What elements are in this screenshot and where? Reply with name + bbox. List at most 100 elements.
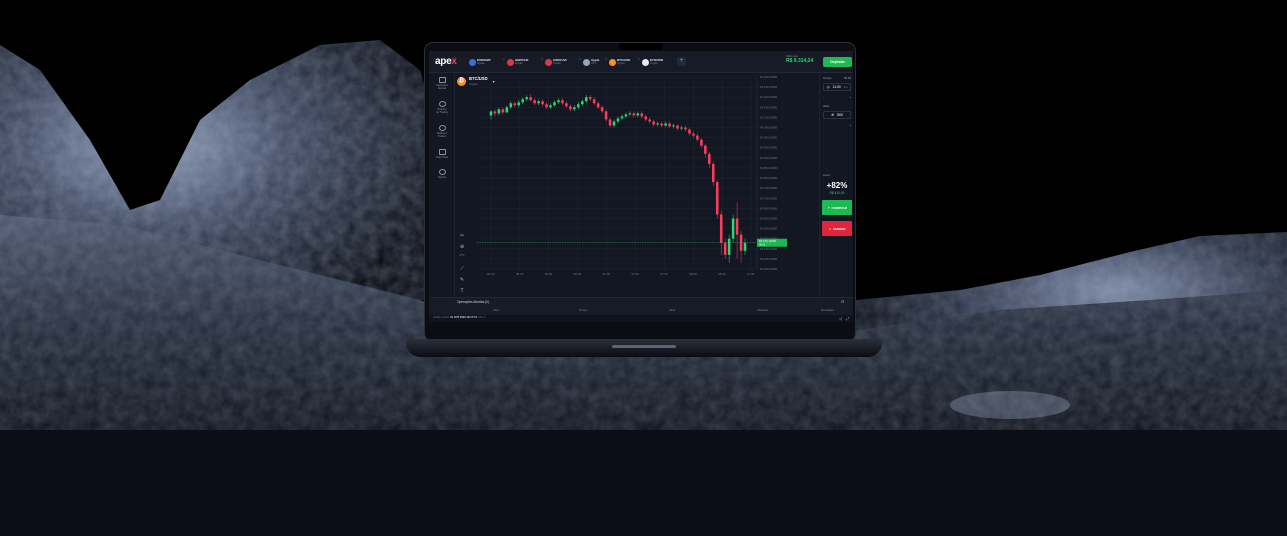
candle-body [672, 125, 675, 127]
candle-body [565, 103, 568, 107]
balance[interactable]: Saldo real R$ 9.314,24 [786, 55, 813, 64]
crosshair-tool-icon[interactable]: ⊕ [459, 244, 465, 250]
column-header: Abertura [757, 308, 768, 312]
candle-body [692, 133, 695, 136]
volume-icon[interactable]: ◁ [839, 316, 843, 321]
y-tick-label: 64.150,00000 [760, 105, 778, 109]
candle-body [632, 113, 636, 116]
y-tick-label: 63.950,00000 [760, 146, 778, 150]
candle-body [731, 218, 735, 239]
status-bar: HORA LOCAL 01 OUT 2023 18:17:01 UTC-3 ◁ … [429, 315, 853, 322]
nav-copy-trade[interactable]: Copy Trade [430, 149, 454, 159]
candle-body [596, 103, 600, 108]
apex-logo[interactable]: apex [435, 56, 457, 67]
candle-body [537, 101, 540, 104]
y-tick-label: 63.650,00000 [760, 206, 778, 210]
x-tick-label: 08:00 [689, 272, 697, 276]
close-icon[interactable]: × [638, 57, 640, 61]
expiry-unit: 1m [843, 85, 848, 89]
asset-tab-ethusd[interactable]: ETH/USD Crypto [642, 54, 676, 70]
nav-trade-history[interactable]: Histórico de Trading [430, 101, 454, 114]
candle-body [684, 127, 687, 130]
deposit-button[interactable]: Depósito [823, 57, 852, 67]
candle-body [505, 107, 509, 113]
ethereum-icon [642, 58, 649, 66]
asset-selector[interactable]: ₿ BTC/USD Crypto ▾ [457, 76, 495, 86]
candle-body [509, 103, 513, 108]
open-trades-title[interactable]: Operações Abertas (0) [457, 300, 490, 304]
x-tick-label: 07:30 [660, 272, 668, 276]
candle-body [561, 100, 564, 104]
candle-body [704, 145, 707, 154]
buy-label: COMPRAR [831, 205, 848, 210]
candle-body [644, 116, 648, 120]
y-tick-label: 63.700,00000 [760, 196, 778, 200]
candle-body [680, 127, 683, 129]
trophy-icon [438, 125, 446, 131]
local-time: HORA LOCAL 01 OUT 2023 18:17:01 UTC-3 [433, 316, 486, 319]
chevron-down-icon: ▾ [492, 78, 495, 84]
sell-button[interactable]: ↘ VENDER [822, 221, 852, 236]
candle-body [584, 97, 588, 102]
expiry-time-field[interactable]: ◷ 11:00 1m [823, 83, 851, 91]
close-icon[interactable]: × [579, 57, 581, 61]
pencil-tool-icon[interactable]: ✎ [459, 277, 465, 283]
y-tick-label: 63.800,00000 [760, 176, 778, 180]
top-bar: apex EUR/GBP Opção × GBP/CHF Opção × USD/C… [429, 51, 853, 73]
current-price-countdown: 00:31 [759, 244, 766, 247]
candle-body [656, 123, 659, 125]
nav-open-trades[interactable]: Operações Abertas [430, 77, 454, 90]
asset-tab-apple[interactable]: Apple OTC [583, 54, 617, 70]
y-tick-label: 63.550,00000 [760, 227, 778, 231]
open-trades-panel: Operações Abertas (0) ⊟ Ativo Tempo Valo… [429, 297, 853, 315]
flag-icon [507, 58, 514, 66]
curve-tool-icon[interactable]: ⌒ [459, 255, 465, 261]
current-price-tag [757, 238, 787, 247]
y-tick-label: 63.450,00000 [760, 247, 778, 251]
candle-body [640, 113, 644, 117]
current-price-label: 63.470,12000 [759, 239, 777, 243]
fullscreen-icon[interactable]: ⤢ [846, 316, 850, 321]
plus-button[interactable]: + [849, 123, 851, 127]
balance-label: Saldo real [786, 55, 798, 58]
asset-tab-gbpchf[interactable]: GBP/CHF Opção [507, 54, 541, 70]
close-icon[interactable]: × [503, 57, 505, 61]
add-tab-button[interactable]: + [677, 57, 686, 66]
price-chart[interactable]: 64.300,00000 64.250,00000 64.200,00000 64.1… [457, 73, 787, 297]
close-icon[interactable]: × [541, 57, 543, 61]
camera-notch [619, 43, 663, 50]
scissors-tool-icon[interactable]: ✂ [459, 233, 465, 239]
close-icon[interactable]: × [605, 57, 607, 61]
flag-icon [469, 58, 476, 66]
minus-button[interactable]: − [823, 95, 825, 99]
trendline-tool-icon[interactable]: ⟋ [460, 266, 464, 272]
candle-body [668, 123, 671, 127]
x-tick-label: 04:30 [487, 272, 495, 276]
time-mode[interactable]: 00:05 [844, 76, 851, 80]
candle-body [497, 109, 501, 114]
candle-body [541, 101, 544, 105]
minus-button[interactable]: − [823, 123, 825, 127]
y-tick-label: 63.750,00000 [760, 186, 778, 190]
asset-tab-btcusd[interactable]: BTC/USD Crypto [609, 54, 643, 70]
text-tool-icon[interactable]: T [460, 288, 464, 294]
plus-button[interactable]: + [849, 95, 851, 99]
amount-field[interactable]: ⊕ 500 [823, 111, 851, 119]
nav-support[interactable]: Suporte [430, 169, 454, 179]
asset-pair-name: BTC/USD [469, 76, 488, 81]
arrow-down-icon: ↘ [828, 226, 831, 231]
collapse-icon[interactable]: ⊟ [841, 299, 845, 304]
y-tick-label: 63.400,00000 [760, 257, 778, 261]
candle-body [664, 123, 667, 126]
candle-body [600, 107, 604, 112]
asset-tab-eurgbp[interactable]: EUR/GBP Opção [469, 54, 503, 70]
bitcoin-icon [609, 58, 616, 66]
asset-tab-usdcad[interactable]: USD/CAD Opção [545, 54, 579, 70]
buy-button[interactable]: ↗ COMPRAR [822, 200, 852, 215]
candle-body [545, 104, 548, 108]
x-tick-label: 08:30 [718, 272, 726, 276]
candle-body [588, 97, 592, 100]
nav-top-traders[interactable]: Melhores Traders [430, 125, 454, 138]
candle-body [735, 218, 739, 235]
candle-body [719, 214, 723, 243]
